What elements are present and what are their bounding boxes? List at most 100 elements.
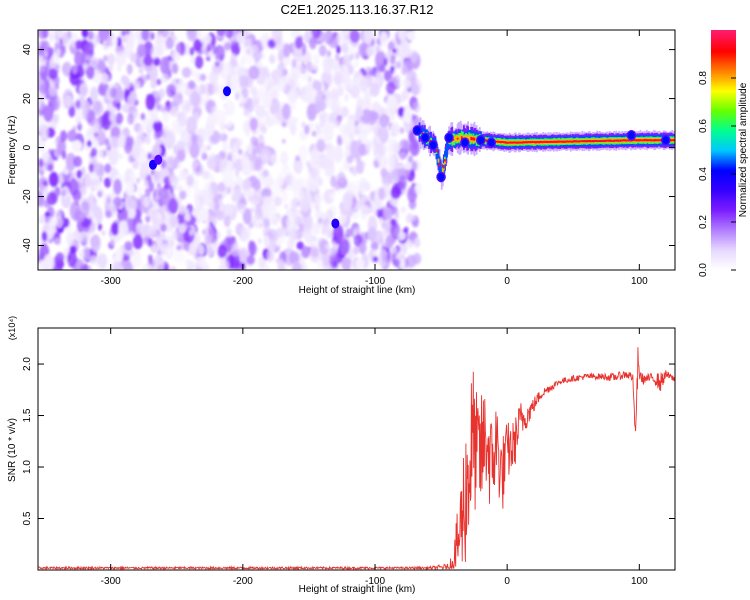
band-segment xyxy=(633,139,635,141)
noise-speckle xyxy=(351,211,359,220)
noise-speckle xyxy=(325,161,335,177)
noise-speckle xyxy=(142,263,150,270)
noise-speckle xyxy=(46,30,56,36)
band-segment xyxy=(472,137,475,141)
noise-speckle xyxy=(145,73,150,81)
noise-speckle xyxy=(282,103,291,120)
band-segment xyxy=(670,139,672,142)
noise-speckle xyxy=(411,215,416,221)
band-blob xyxy=(412,125,423,136)
band-segment xyxy=(512,141,515,144)
noise-speckle xyxy=(359,78,369,93)
band-segment xyxy=(563,140,566,143)
noise-speckle xyxy=(217,154,222,162)
noise-speckle xyxy=(148,225,158,238)
noise-speckle xyxy=(303,90,312,102)
band-segment xyxy=(594,139,596,142)
noise-speckle xyxy=(211,217,218,226)
noise-speckle xyxy=(173,248,185,264)
noise-speckle xyxy=(171,50,181,61)
noise-speckle xyxy=(184,149,189,155)
noise-speckle xyxy=(148,254,153,262)
noise-speckle xyxy=(405,75,411,83)
noise-speckle xyxy=(239,101,244,108)
band-segment xyxy=(436,147,439,165)
band-segment xyxy=(623,139,626,142)
band-segment xyxy=(671,139,674,141)
colorbar-cell xyxy=(711,148,736,151)
noise-speckle xyxy=(336,114,343,122)
noise-speckle xyxy=(194,55,204,69)
x-tick-label: 100 xyxy=(631,576,648,587)
colorbar-cell xyxy=(711,190,736,193)
band-segment xyxy=(542,140,545,143)
band-segment xyxy=(559,140,561,143)
noise-speckle xyxy=(176,140,186,151)
band-segment xyxy=(635,139,638,142)
noise-speckle xyxy=(310,164,321,182)
noise-speckle xyxy=(87,110,96,127)
colorbar-cell xyxy=(711,70,736,73)
noise-speckle xyxy=(353,229,358,237)
colorbar-cell xyxy=(711,136,736,139)
noise-speckle xyxy=(135,228,140,235)
band-segment xyxy=(653,139,656,142)
noise-speckle xyxy=(386,81,396,95)
noise-speckle xyxy=(280,151,288,166)
colorbar-cell xyxy=(711,104,736,107)
noise-speckle xyxy=(136,133,147,145)
colorbar-tick-label: 0.0 xyxy=(698,263,709,277)
noise-speckle xyxy=(81,185,87,196)
noise-speckle xyxy=(55,216,63,228)
noise-speckle xyxy=(222,140,228,150)
noise-speckle xyxy=(159,56,170,75)
noise-speckle xyxy=(390,186,402,200)
band-blob xyxy=(420,132,430,144)
noise-speckle xyxy=(398,231,406,241)
band-segment xyxy=(606,139,609,142)
signal-band xyxy=(412,117,675,190)
noise-speckle xyxy=(333,260,338,268)
band-segment xyxy=(625,139,628,142)
band-segment xyxy=(641,139,644,142)
noise-speckle xyxy=(224,61,232,74)
noise-speckle xyxy=(186,30,198,42)
colorbar-cell xyxy=(711,146,736,149)
colorbar-tick-label: 0.8 xyxy=(698,71,709,85)
colorbar-tick-label: 0.6 xyxy=(698,119,709,133)
noise-speckle xyxy=(63,94,73,107)
noise-speckle xyxy=(372,101,381,113)
figure-title: C2E1.2025.113.16.37.R12 xyxy=(281,2,434,17)
noise-speckle xyxy=(115,50,127,66)
band-segment xyxy=(435,149,438,153)
noise-speckle xyxy=(399,127,404,134)
band-segment xyxy=(519,141,521,144)
band-segment xyxy=(586,140,589,142)
colorbar-cell xyxy=(711,258,736,261)
snr-y-ticks: 0.5 1.0 1.5 2.0 xyxy=(22,357,675,525)
band-segment xyxy=(580,140,583,143)
noise-speckle xyxy=(248,65,260,80)
colorbar-cell xyxy=(711,36,736,39)
colorbar-tick-label: 0.2 xyxy=(698,215,709,229)
noise-speckle xyxy=(399,259,406,270)
band-segment xyxy=(599,140,602,143)
band-segment xyxy=(636,139,639,142)
noise-speckle xyxy=(226,237,232,245)
colorbar-cell xyxy=(711,140,736,143)
snr-x-axis-label: Height of straight line (km) xyxy=(299,584,416,595)
noise-speckle xyxy=(326,50,331,58)
noise-speckle xyxy=(54,209,63,220)
noise-speckle xyxy=(304,124,310,135)
noise-speckle xyxy=(312,222,321,235)
band-segment xyxy=(560,140,563,143)
noise-speckle xyxy=(378,249,388,267)
noise-speckle xyxy=(109,112,117,123)
band-segment xyxy=(541,141,544,144)
x-tick-label: -300 xyxy=(101,576,121,587)
colorbar-cell xyxy=(711,230,736,233)
noise-speckle xyxy=(43,105,54,122)
band-segment xyxy=(546,140,549,143)
band-segment xyxy=(471,137,474,140)
